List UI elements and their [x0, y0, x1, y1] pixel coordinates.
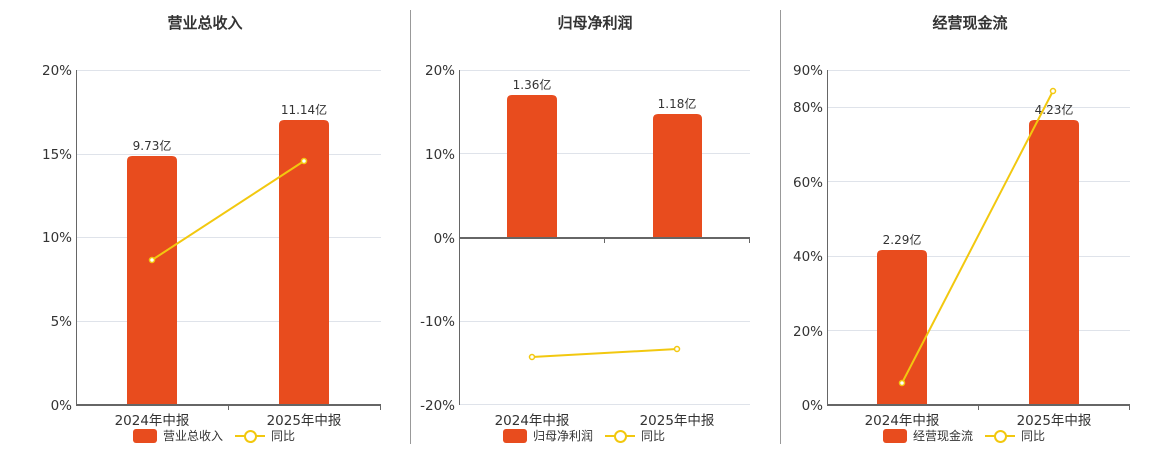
bar-2024[interactable] — [877, 250, 927, 405]
chart-legend: 营业总收入 同比 — [133, 427, 295, 444]
y-tick-label: 0% — [51, 398, 73, 414]
panel-divider-2 — [780, 10, 781, 444]
bar-value-label: 9.73亿 — [133, 138, 172, 153]
chart-title: 营业总收入 — [167, 14, 243, 32]
legend-bar-swatch-icon[interactable] — [883, 428, 907, 443]
chart-legend: 经营现金流 同比 — [883, 427, 1045, 444]
y-tick-label: 10% — [42, 230, 72, 246]
legend-line-label[interactable]: 同比 — [271, 429, 296, 443]
y-tick-label: 20% — [793, 324, 823, 340]
legend-line-swatch-icon[interactable] — [605, 429, 636, 443]
bar-value-label: 11.14亿 — [281, 102, 327, 117]
y-tick-label: 0% — [434, 231, 456, 247]
bar-2024[interactable] — [507, 95, 557, 238]
x-category-label: 2025年中报 — [640, 413, 715, 429]
y-tick-label: 5% — [51, 314, 73, 330]
legend-line-swatch-icon[interactable] — [985, 429, 1016, 443]
legend-bar-swatch-icon[interactable] — [503, 428, 527, 443]
yoy-point[interactable] — [898, 379, 906, 387]
y-tick-label: 80% — [793, 100, 823, 116]
legend-line-swatch-icon[interactable] — [235, 429, 266, 443]
chart-plot: 20% 10% 0% -10% -20% 1.36亿 1.18亿 2024年中报… — [420, 63, 750, 429]
yoy-line — [151, 160, 305, 261]
y-tick-label: 60% — [793, 175, 823, 191]
y-tick-label: 40% — [793, 249, 823, 265]
chart-panel-net-profit: 归母净利润 20% 10% 0% -10% -20% 1.36亿 1.18亿 2… — [420, 14, 750, 444]
legend-line-label[interactable]: 同比 — [641, 429, 666, 443]
legend-bar-label[interactable]: 归母净利润 — [533, 429, 594, 443]
yoy-point[interactable] — [300, 157, 308, 165]
y-tick-label: 0% — [802, 398, 824, 414]
x-category-label: 2024年中报 — [115, 413, 190, 429]
chart-legend: 归母净利润 同比 — [503, 427, 665, 444]
legend-bar-label[interactable]: 经营现金流 — [913, 429, 974, 443]
bar-2025[interactable] — [279, 120, 329, 405]
bar-2025[interactable] — [653, 114, 702, 238]
bar-2024[interactable] — [127, 156, 177, 405]
legend-bar-swatch-icon[interactable] — [133, 428, 157, 443]
bar-value-label: 1.18亿 — [658, 96, 697, 111]
bar-value-label: 2.29亿 — [883, 232, 922, 247]
y-tick-label: 20% — [42, 63, 72, 79]
yoy-line — [531, 348, 678, 358]
x-category-label: 2025年中报 — [1017, 413, 1092, 429]
x-category-label: 2024年中报 — [865, 413, 940, 429]
bar-value-label: 1.36亿 — [513, 77, 552, 92]
chart-plot: 20% 15% 10% 5% 0% 9.73亿 11.14亿 2024年中报 2… — [42, 63, 381, 429]
bar-2025[interactable] — [1029, 120, 1079, 405]
x-category-label: 2024年中报 — [495, 413, 570, 429]
chart-panel-revenue: 营业总收入 20% 15% 10% 5% 0% 9.73亿 11.14亿 202… — [0, 0, 410, 450]
yoy-point[interactable] — [528, 353, 536, 361]
chart-title: 经营现金流 — [932, 14, 1008, 32]
legend-line-label[interactable]: 同比 — [1021, 429, 1046, 443]
legend-bar-label[interactable]: 营业总收入 — [163, 429, 224, 443]
y-tick-label: 20% — [425, 63, 455, 79]
yoy-point[interactable] — [673, 345, 681, 353]
chart-title: 归母净利润 — [557, 14, 633, 32]
y-tick-label: 10% — [425, 147, 455, 163]
yoy-line — [901, 90, 1054, 384]
y-tick-label: 90% — [793, 63, 823, 79]
yoy-point[interactable] — [1049, 87, 1057, 95]
y-tick-label: -20% — [420, 398, 455, 414]
y-tick-label: 15% — [42, 147, 72, 163]
panel-divider-1 — [410, 10, 411, 444]
yoy-point[interactable] — [148, 256, 156, 264]
x-category-label: 2025年中报 — [267, 413, 342, 429]
y-tick-label: -10% — [420, 314, 455, 330]
